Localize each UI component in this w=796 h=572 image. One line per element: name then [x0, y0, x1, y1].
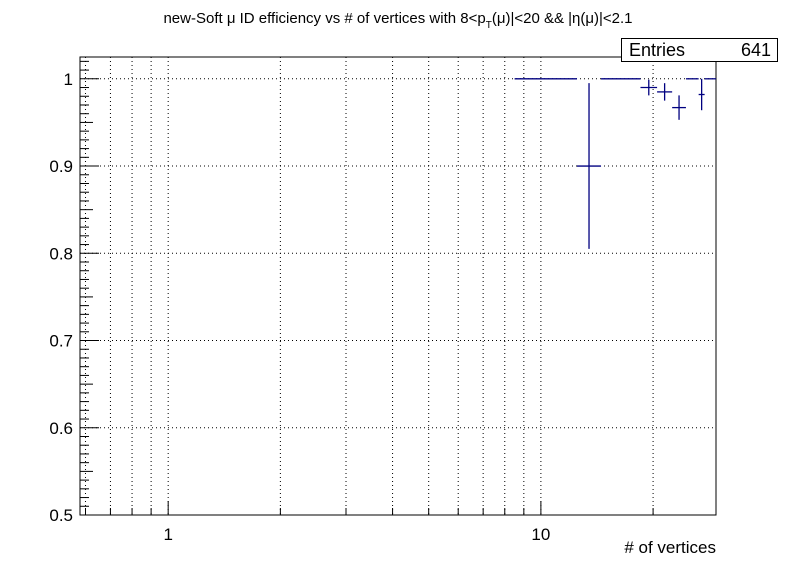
chart-title: new-Soft μ ID efficiency vs # of vertice… [0, 10, 796, 31]
title-text-part-1: new-Soft μ ID efficiency vs # of vertice… [163, 10, 486, 27]
y-tick-label: 0.8 [49, 244, 73, 263]
y-tick-label: 0.9 [49, 157, 73, 176]
y-tick-label: 1 [64, 70, 73, 89]
y-tick-label: 0.7 [49, 332, 73, 351]
stats-entries-label: Entries [629, 40, 686, 60]
y-tick-label: 0.6 [49, 419, 73, 438]
x-tick-label: 1 [163, 525, 172, 544]
x-tick-label: 10 [531, 525, 550, 544]
x-axis-label: # of vertices [624, 538, 716, 557]
plot-frame [79, 56, 717, 516]
stats-box: Entries 641 [621, 38, 778, 62]
title-text-part-2: (μ)|<20 && |η(μ)|<2.1 [491, 10, 633, 27]
y-tick-label: 0.5 [49, 506, 73, 525]
title-subscript: T [485, 20, 492, 31]
stats-entries-value: 641 [740, 40, 771, 60]
